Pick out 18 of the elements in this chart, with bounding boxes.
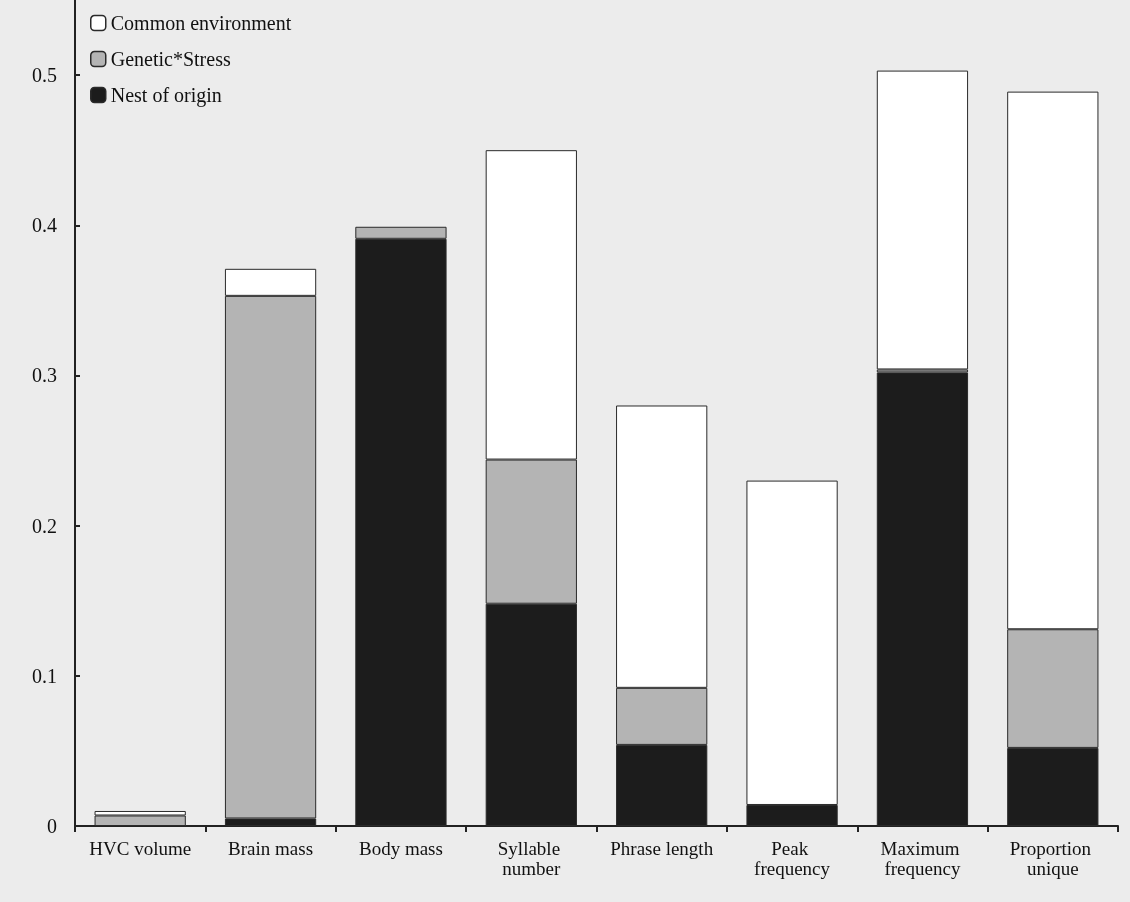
x-tick-label: Phrase length (610, 837, 714, 859)
y-tick-label: 0.5 (32, 64, 57, 87)
x-tick-label: HVC volume (89, 837, 192, 859)
x-tick-label: Maximum frequency (880, 837, 965, 879)
x-tick-label: Peak frequency (754, 837, 831, 879)
y-tick-label: 0.4 (32, 214, 57, 237)
legend-label: Common environment (110, 12, 292, 34)
bar (876, 70, 969, 370)
x-tick-label: Brain mass (228, 837, 314, 859)
x-tick-label: Syllable number (497, 837, 565, 879)
legend-label: Genetic*Stress (110, 48, 231, 70)
y-tick-label: 0 (47, 815, 57, 837)
x-tick-label: Proportion unique (1009, 837, 1096, 879)
y-tick-label: 0.1 (32, 664, 57, 687)
y-tick-label: 0.3 (32, 364, 57, 387)
y-tick-label: 0.2 (32, 514, 57, 537)
x-tick-label: Body mass (358, 837, 443, 859)
legend-label: Nest of origin (110, 84, 222, 107)
